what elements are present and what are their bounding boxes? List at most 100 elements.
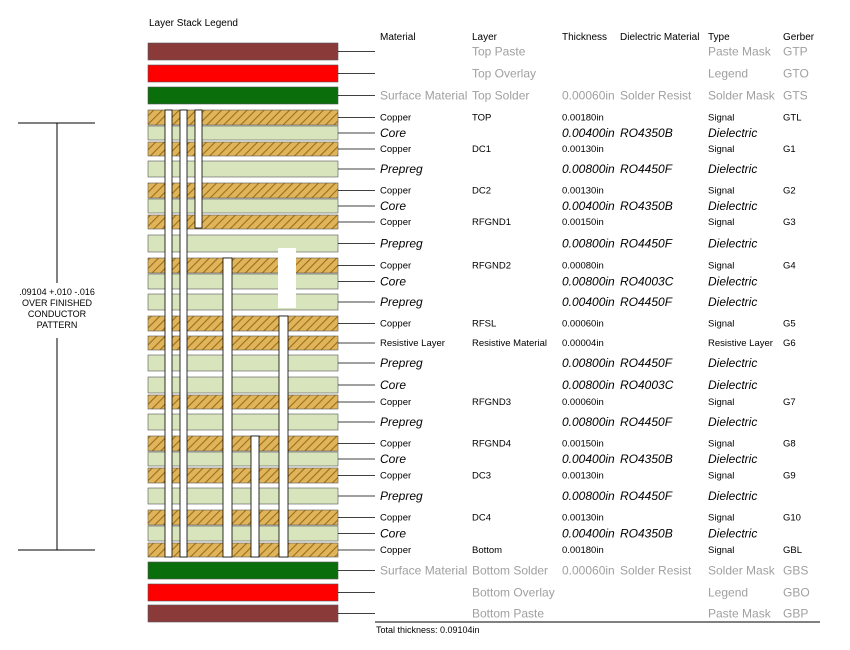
layer-dielectric-material: RO4350B — [620, 199, 673, 213]
layer-row: Core 0.00800in RO4003C Dielectric — [380, 378, 757, 392]
column-headers: Material Layer Thickness Dielectric Mate… — [380, 32, 815, 43]
layer-name: Top Solder — [472, 89, 529, 103]
layer-material: Surface Material — [380, 564, 467, 578]
layer-type: Paste Mask — [708, 45, 772, 59]
layer-thickness: 0.00800in — [562, 415, 615, 429]
layer-row: Top Paste Paste Mask GTP — [472, 45, 808, 59]
layer-thickness: 0.00130in — [562, 144, 604, 155]
layer-material: Copper — [380, 217, 411, 228]
layer-row: Copper RFGND1 0.00150in Signal G3 — [380, 217, 796, 228]
dimension-indicator: .09104 +.010 -.016 OVER FINISHED CONDUCT… — [18, 122, 95, 551]
layer-row: Copper RFSL 0.00060in Signal G5 — [380, 319, 796, 330]
layer-thickness: 0.00060in — [562, 319, 604, 330]
layer-material: Copper — [380, 144, 411, 155]
layer-bar-copper — [147, 214, 339, 230]
header-material: Material — [380, 32, 416, 43]
layer-row: Core 0.00800in RO4003C Dielectric — [380, 275, 757, 289]
layer-bar-solder — [147, 561, 339, 580]
layer-name: Bottom — [472, 545, 502, 556]
layer-type: Signal — [708, 113, 734, 124]
via-through — [164, 109, 173, 558]
layer-gerber: G5 — [783, 319, 796, 330]
layer-thickness: 0.00400in — [562, 126, 615, 140]
layer-row: Core 0.00400in RO4350B Dielectric — [380, 126, 757, 140]
layer-name: RFGND2 — [472, 261, 511, 272]
layer-bar-dielectric — [147, 273, 339, 290]
layer-bar-copper — [147, 467, 339, 484]
layer-type: Dielectric — [708, 356, 757, 370]
layer-type: Dielectric — [708, 527, 757, 541]
layer-bar-overlay — [147, 583, 339, 602]
layer-type: Signal — [708, 261, 734, 272]
layer-row: Surface Material Top Solder 0.00060in Solde… — [380, 89, 808, 103]
layer-row: Copper DC2 0.00130in Signal G2 — [380, 186, 796, 197]
layer-gerber: GBL — [783, 545, 802, 556]
layer-row: Core 0.00400in RO4350B Dielectric — [380, 199, 757, 213]
layer-row: Prepreg 0.00800in RO4450F Dielectric — [380, 162, 757, 176]
layer-name: TOP — [472, 113, 491, 124]
layer-thickness: 0.00800in — [562, 489, 615, 503]
layer-name: Bottom Paste — [472, 607, 544, 621]
layer-gerber: GTS — [783, 89, 808, 103]
layer-row: Copper DC4 0.00130in Signal G10 — [380, 513, 801, 524]
layer-name: DC4 — [472, 513, 491, 524]
layer-dielectric-material: RO4350B — [620, 452, 673, 466]
layer-row: Prepreg 0.00800in RO4450F Dielectric — [380, 237, 757, 251]
layer-bar-copper — [147, 315, 339, 332]
layer-dielectric-material: RO4350B — [620, 126, 673, 140]
layer-bar-copper — [147, 109, 339, 126]
vias — [164, 109, 296, 558]
layer-gerber: GTP — [783, 45, 808, 59]
layer-type: Dielectric — [708, 237, 757, 251]
layer-type: Signal — [708, 319, 734, 330]
layer-gerber: G7 — [783, 397, 796, 408]
layer-type: Resistive Layer — [708, 338, 773, 349]
layer-dielectric-material: RO4003C — [620, 275, 674, 289]
layer-row: Copper RFGND3 0.00060in Signal G7 — [380, 397, 796, 408]
layer-bar-copper — [147, 509, 339, 526]
layer-name: RFGND4 — [472, 439, 511, 450]
layer-gerber: GBO — [783, 586, 810, 600]
layer-bar-copper — [147, 257, 339, 274]
layer-bar-dielectric — [147, 413, 339, 431]
layer-dielectric-material: RO4450F — [620, 295, 673, 309]
layer-bar-dielectric — [147, 198, 339, 214]
total-thickness: Total thickness: 0.09104in — [376, 625, 480, 635]
layer-gerber: GBP — [783, 607, 808, 621]
layer-bar-dielectric — [147, 234, 339, 253]
layer-gerber: G8 — [783, 439, 796, 450]
layer-material: Prepreg — [380, 295, 423, 309]
layer-row: Resistive Layer Resistive Material 0.00004… — [380, 338, 796, 349]
layer-dielectric-material: RO4450F — [620, 489, 673, 503]
layer-bar-copper — [147, 542, 339, 558]
layer-bar-copper — [147, 182, 339, 199]
layer-gerber: GTL — [783, 113, 801, 124]
layer-material: Copper — [380, 113, 411, 124]
layer-type: Signal — [708, 439, 734, 450]
layer-thickness: 0.00150in — [562, 439, 604, 450]
layer-name: RFGND1 — [472, 217, 511, 228]
layer-name: Top Overlay — [472, 67, 536, 81]
layer-bar-paste — [147, 42, 339, 61]
layer-thickness: 0.00060in — [562, 397, 604, 408]
layer-type: Dielectric — [708, 295, 757, 309]
layer-dielectric-material: RO4450F — [620, 415, 673, 429]
layer-row: Prepreg 0.00400in RO4450F Dielectric — [380, 295, 757, 309]
via-through — [179, 109, 188, 558]
layer-material: Copper — [380, 471, 411, 482]
layer-gerber: G2 — [783, 186, 796, 197]
layer-material: Prepreg — [380, 356, 423, 370]
layer-material: Core — [380, 378, 406, 392]
dimension-note-line: .09104 +.010 -.016 — [19, 287, 95, 297]
layer-row: Copper RFGND2 0.00080in Signal G4 — [380, 261, 796, 272]
layer-name: DC1 — [472, 144, 491, 155]
layer-bar-dielectric — [147, 293, 339, 311]
layer-thickness: 0.00080in — [562, 261, 604, 272]
via-buried — [222, 257, 233, 558]
layer-type: Dielectric — [708, 275, 757, 289]
layer-type: Dielectric — [708, 162, 757, 176]
layer-name: RFSL — [472, 319, 496, 330]
layer-type: Solder Mask — [708, 564, 776, 578]
dimension-note-line: PATTERN — [37, 320, 78, 330]
layer-name: DC3 — [472, 471, 491, 482]
